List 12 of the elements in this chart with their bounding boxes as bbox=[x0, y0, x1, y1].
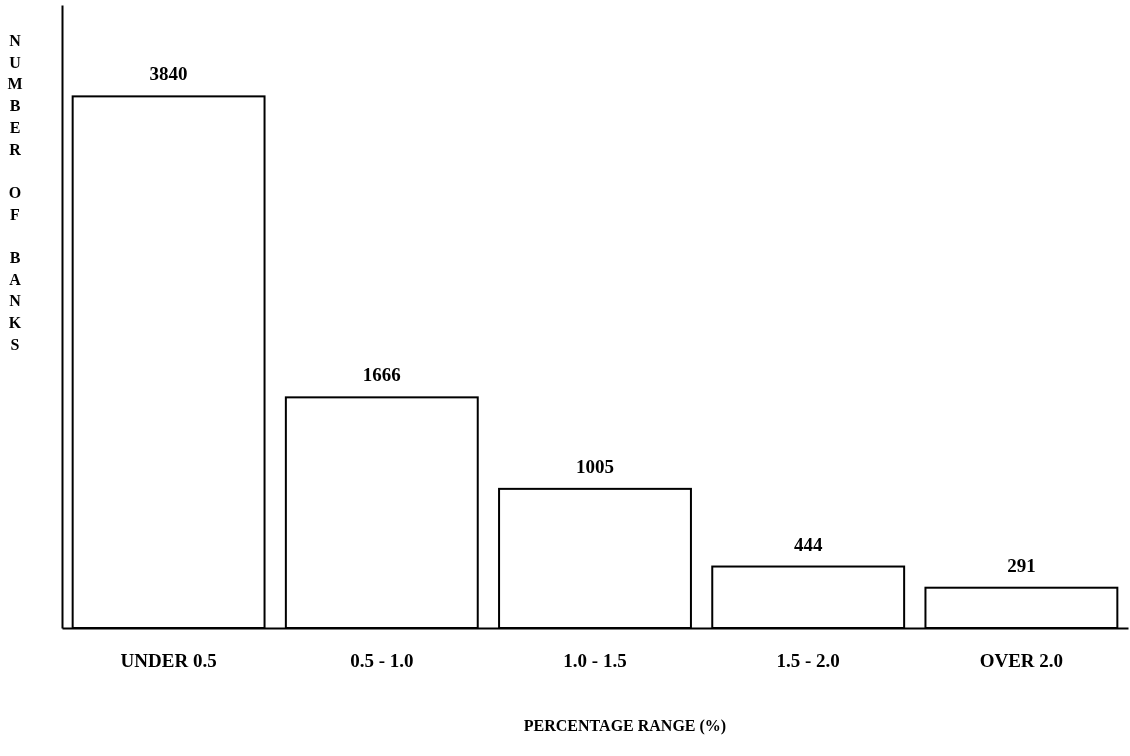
x-tick-label: 1.0 - 1.5 bbox=[563, 650, 627, 672]
data-label: 444 bbox=[793, 533, 823, 555]
text: NUMBER OF BANKS bbox=[7, 32, 23, 353]
x-tick-label: UNDER 0.5 bbox=[120, 650, 217, 672]
data-label: 1666 bbox=[362, 364, 401, 386]
data-label: 291 bbox=[1007, 554, 1036, 576]
x-tick-label: 1.5 - 2.0 bbox=[776, 650, 840, 672]
data-label: 1005 bbox=[576, 455, 614, 477]
data-label: 3840 bbox=[149, 63, 188, 85]
x-tick-label: OVER 2.0 bbox=[979, 650, 1064, 672]
x-axis-title: PERCENTAGE RANGE (%) bbox=[523, 717, 727, 735]
x-tick-label: 0.5 - 1.0 bbox=[350, 650, 414, 672]
